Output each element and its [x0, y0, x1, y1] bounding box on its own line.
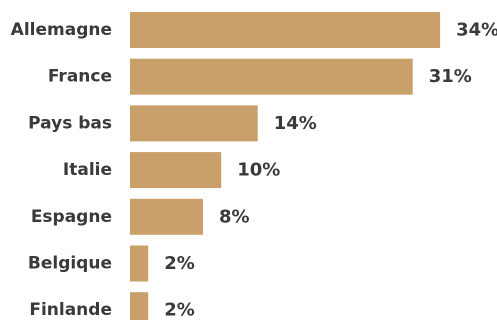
- value-label: 8%: [219, 206, 250, 227]
- value-label: 2%: [164, 253, 195, 274]
- bar-finlande: [130, 292, 149, 320]
- value-labels-group: 34% 31% 14% 10% 8% 2% 2%: [164, 20, 497, 320]
- value-label: 14%: [274, 113, 317, 134]
- category-label: Pays bas: [28, 113, 112, 133]
- bar-belgique: [130, 245, 149, 282]
- bar-espagne: [130, 198, 203, 235]
- value-label: 10%: [237, 160, 280, 181]
- value-label: 2%: [164, 300, 195, 320]
- category-label: Italie: [63, 160, 112, 180]
- category-label: Allemagne: [11, 20, 112, 40]
- category-label: Belgique: [28, 254, 112, 274]
- category-label: Finlande: [29, 300, 112, 320]
- value-label: 31%: [429, 66, 472, 87]
- category-label: France: [48, 67, 112, 87]
- bar-allemagne: [130, 12, 441, 48]
- category-labels-group: Allemagne France Pays bas Italie Espagne Belg…: [11, 20, 112, 320]
- bar-pays-bas: [130, 105, 258, 142]
- value-label: 34%: [456, 20, 497, 41]
- bar-france: [130, 58, 413, 95]
- category-label: Espagne: [31, 207, 112, 227]
- bars-group: [130, 12, 441, 320]
- bar-italie: [130, 152, 222, 189]
